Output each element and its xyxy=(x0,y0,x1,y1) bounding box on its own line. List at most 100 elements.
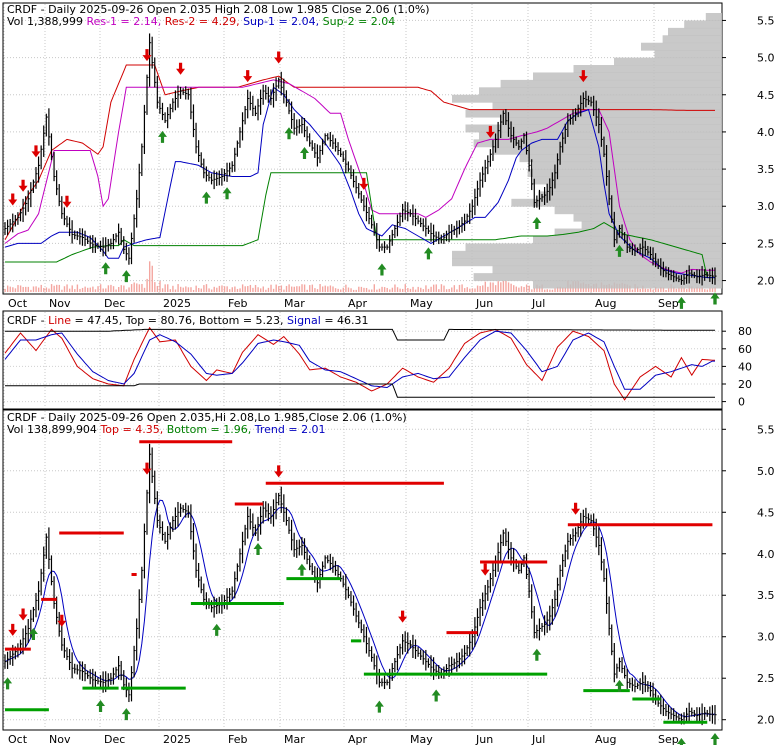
volume-bar xyxy=(714,287,716,292)
x-tick-label: May xyxy=(410,297,433,310)
up-arrow xyxy=(299,147,309,160)
y-tick-label: 3.5 xyxy=(757,163,775,176)
volume-bar xyxy=(89,287,91,292)
x-tick-label: Sep xyxy=(658,297,679,310)
legend-item: Bottom = 1.96, xyxy=(167,423,255,436)
oscillator-y-axis: 80 60 40 20 0 xyxy=(722,325,752,409)
volume-bar xyxy=(701,287,703,292)
y-tick-label: 4.5 xyxy=(757,506,775,519)
volume-bar xyxy=(667,287,670,292)
volume-bar xyxy=(167,284,169,292)
volume-bar xyxy=(644,288,647,292)
down-arrow xyxy=(571,502,581,515)
volume-bar xyxy=(309,285,311,292)
price-panel-legend: Vol 1,388,999 Res-1 = 2.14, Res-2 = 4.29… xyxy=(7,15,395,28)
volume-bar xyxy=(513,285,515,292)
oscillator-bottom-line xyxy=(5,383,715,398)
volume-bar xyxy=(223,286,226,292)
volume-bar xyxy=(210,289,213,292)
volume-bar xyxy=(53,285,55,292)
volume-bar xyxy=(554,288,556,292)
profile-bar xyxy=(581,221,722,230)
volume-bar xyxy=(696,286,698,292)
volume-bar xyxy=(402,288,404,292)
volume-bar xyxy=(146,278,148,292)
volume-bar xyxy=(4,288,6,292)
volume-bar xyxy=(466,287,468,292)
x-tick-label: Sep xyxy=(658,733,679,745)
y-tick-label: 40 xyxy=(738,360,752,373)
x-tick-label: Nov xyxy=(49,297,71,310)
volume-bar xyxy=(285,285,288,292)
volume-bar xyxy=(662,287,665,292)
volume-bar xyxy=(629,285,631,292)
volume-bar xyxy=(229,289,231,292)
signal-arrows xyxy=(8,49,720,309)
up-arrow xyxy=(201,191,211,204)
profile-bar xyxy=(519,154,722,163)
volume-bar xyxy=(216,287,218,292)
profile-bar xyxy=(641,42,722,51)
volume-bar xyxy=(515,286,517,292)
volume-bar xyxy=(391,287,394,292)
volume-bar xyxy=(314,288,316,292)
volume-bar xyxy=(688,285,690,292)
down-arrow xyxy=(176,62,186,75)
y-tick-label: 4.5 xyxy=(757,89,775,102)
volume-bar xyxy=(471,288,474,292)
volume-bar xyxy=(321,286,324,292)
volume-bar xyxy=(412,286,414,292)
volume-bar xyxy=(678,287,680,292)
y-tick-label: 3.5 xyxy=(757,589,775,602)
volume-bar xyxy=(430,286,432,292)
volume-bar xyxy=(631,289,634,292)
volume-bar xyxy=(451,287,453,292)
volume-bar xyxy=(337,288,339,292)
volume-bar xyxy=(494,285,497,292)
volume-bar xyxy=(25,286,27,292)
price-panel-title: CRDF - Daily 2025-09-26 Open 2.035 High … xyxy=(7,3,430,16)
volume-bar xyxy=(469,288,471,292)
profile-bar xyxy=(554,206,722,215)
up-arrow xyxy=(710,732,720,745)
volume-bar xyxy=(386,287,388,292)
x-tick-label: Nov xyxy=(49,733,71,745)
up-arrow xyxy=(532,217,542,230)
volume-bar xyxy=(564,287,567,292)
volume-bar xyxy=(316,289,319,292)
volume-bar xyxy=(151,265,153,292)
volume-bar xyxy=(270,284,272,292)
profile-bar xyxy=(465,243,722,252)
volume-bar xyxy=(97,286,99,292)
volume-bar xyxy=(704,289,706,292)
y-tick-label: 60 xyxy=(738,343,752,356)
up-arrow xyxy=(253,542,263,555)
trend-segments xyxy=(5,440,713,724)
volume-bar xyxy=(463,288,466,292)
volume-bar xyxy=(311,284,314,292)
volume-bar xyxy=(200,288,203,292)
down-arrow xyxy=(274,465,284,478)
down-arrow xyxy=(18,608,28,621)
volume-bar xyxy=(507,282,510,292)
trend-panel-grid xyxy=(3,411,721,729)
volume-bar xyxy=(179,286,182,292)
volume-bar xyxy=(383,287,386,292)
up-arrow xyxy=(222,187,232,200)
volume-bar xyxy=(296,286,298,292)
volume-bar xyxy=(45,287,48,292)
volume-bar xyxy=(360,286,363,292)
profile-bar xyxy=(492,146,722,155)
x-tick-label: Jul xyxy=(531,733,545,745)
volume-bar xyxy=(518,287,520,292)
volume-bar xyxy=(92,286,94,292)
profile-bar xyxy=(668,27,722,36)
profile-bar xyxy=(500,79,722,88)
volume-bar xyxy=(288,284,290,292)
volume-bar xyxy=(190,287,192,292)
volume-bar xyxy=(174,289,177,292)
volume-bar xyxy=(195,285,197,292)
volume-bar xyxy=(107,285,110,292)
volume-bar xyxy=(484,281,487,292)
volume-bar xyxy=(453,285,456,292)
